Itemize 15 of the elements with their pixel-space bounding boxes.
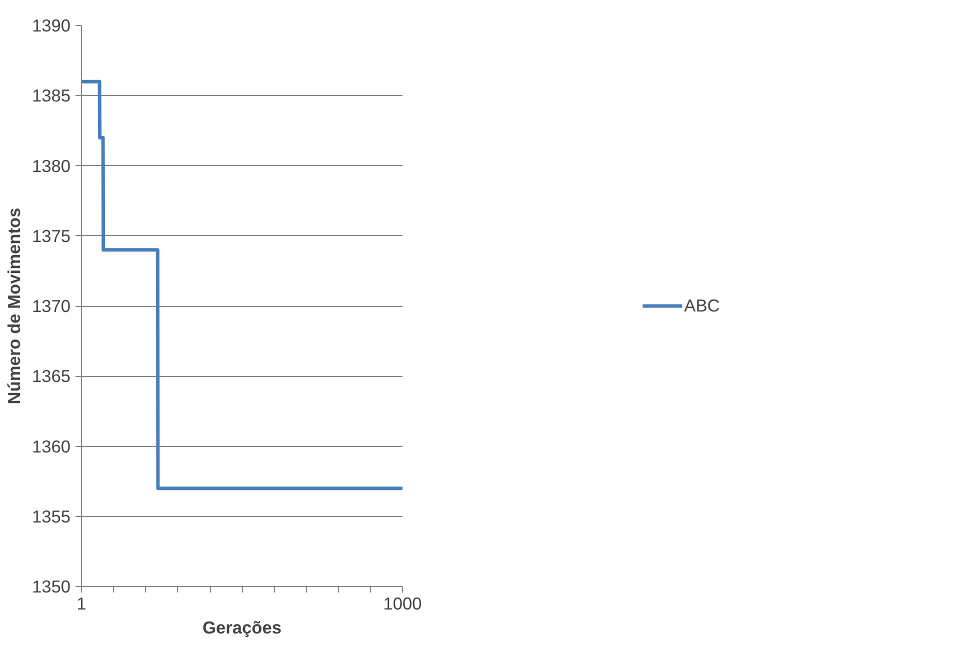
x-axis-title: Gerações xyxy=(202,618,282,638)
y-axis-title: Número de Movimentos xyxy=(4,208,24,404)
y-tick-label: 1360 xyxy=(32,436,71,456)
y-tick-label: 1375 xyxy=(32,226,71,246)
x-tick-label: 1 xyxy=(76,594,86,614)
y-tick-label: 1355 xyxy=(32,506,71,526)
y-tick-label: 1350 xyxy=(32,576,71,596)
x-tick-label: 1000 xyxy=(383,594,422,614)
y-tick-label: 1370 xyxy=(32,296,71,316)
legend-label: ABC xyxy=(684,295,720,316)
line-series xyxy=(82,80,402,490)
y-tick-label: 1365 xyxy=(32,366,71,386)
y-tick-label: 1385 xyxy=(32,86,71,106)
y-tick-label: 1390 xyxy=(32,16,71,36)
y-tick-label: 1380 xyxy=(32,156,71,176)
